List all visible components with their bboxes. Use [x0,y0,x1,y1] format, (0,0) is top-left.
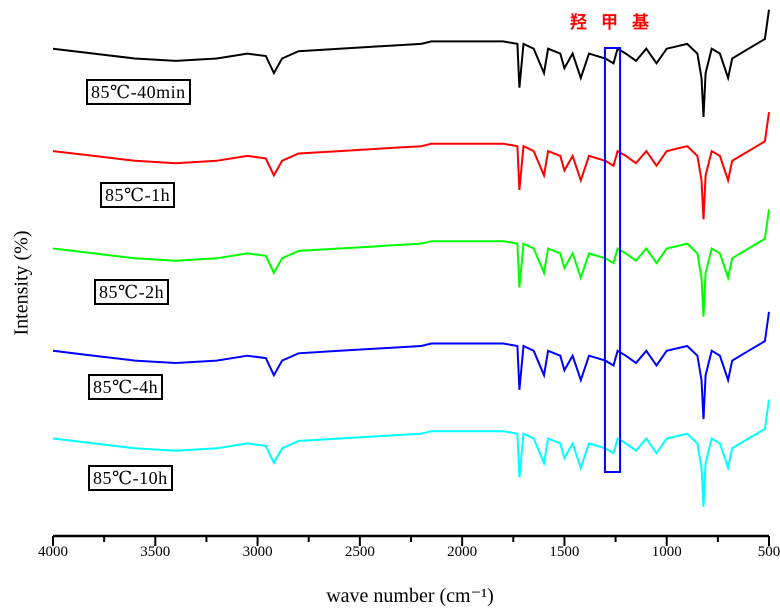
spectrum-line-0 [52,9,770,117]
spectrum-line-4 [52,399,770,507]
annotation-label: 羟甲基 [570,13,663,32]
spectrum-line-3 [52,311,770,420]
highlight-band [603,47,622,473]
x-tick-label: 1500 [549,544,580,560]
series-label-2h: 85℃-2h [94,279,170,305]
series-label-4h: 85℃-4h [88,374,164,400]
x-tick-label: 2500 [344,544,375,560]
series-label-1h: 85℃-1h [100,182,176,208]
x-tick-label: 1000 [651,544,682,560]
x-tick-label: 2000 [447,544,478,560]
x-tick-label: 4000 [38,544,68,560]
x-axis-title: wave number (cm⁻¹) [326,585,494,607]
series-label-10h: 85℃-10h [88,465,173,491]
x-tick-label: 500 [757,544,780,560]
series-label-40min: 85℃-40min [86,79,191,105]
y-axis-title: Intensity (%) [10,230,33,336]
x-tick-label: 3000 [242,544,273,560]
spectrum-line-2 [52,209,770,317]
spectrum-line-1 [52,111,770,220]
x-tick-label: 3500 [140,544,171,560]
